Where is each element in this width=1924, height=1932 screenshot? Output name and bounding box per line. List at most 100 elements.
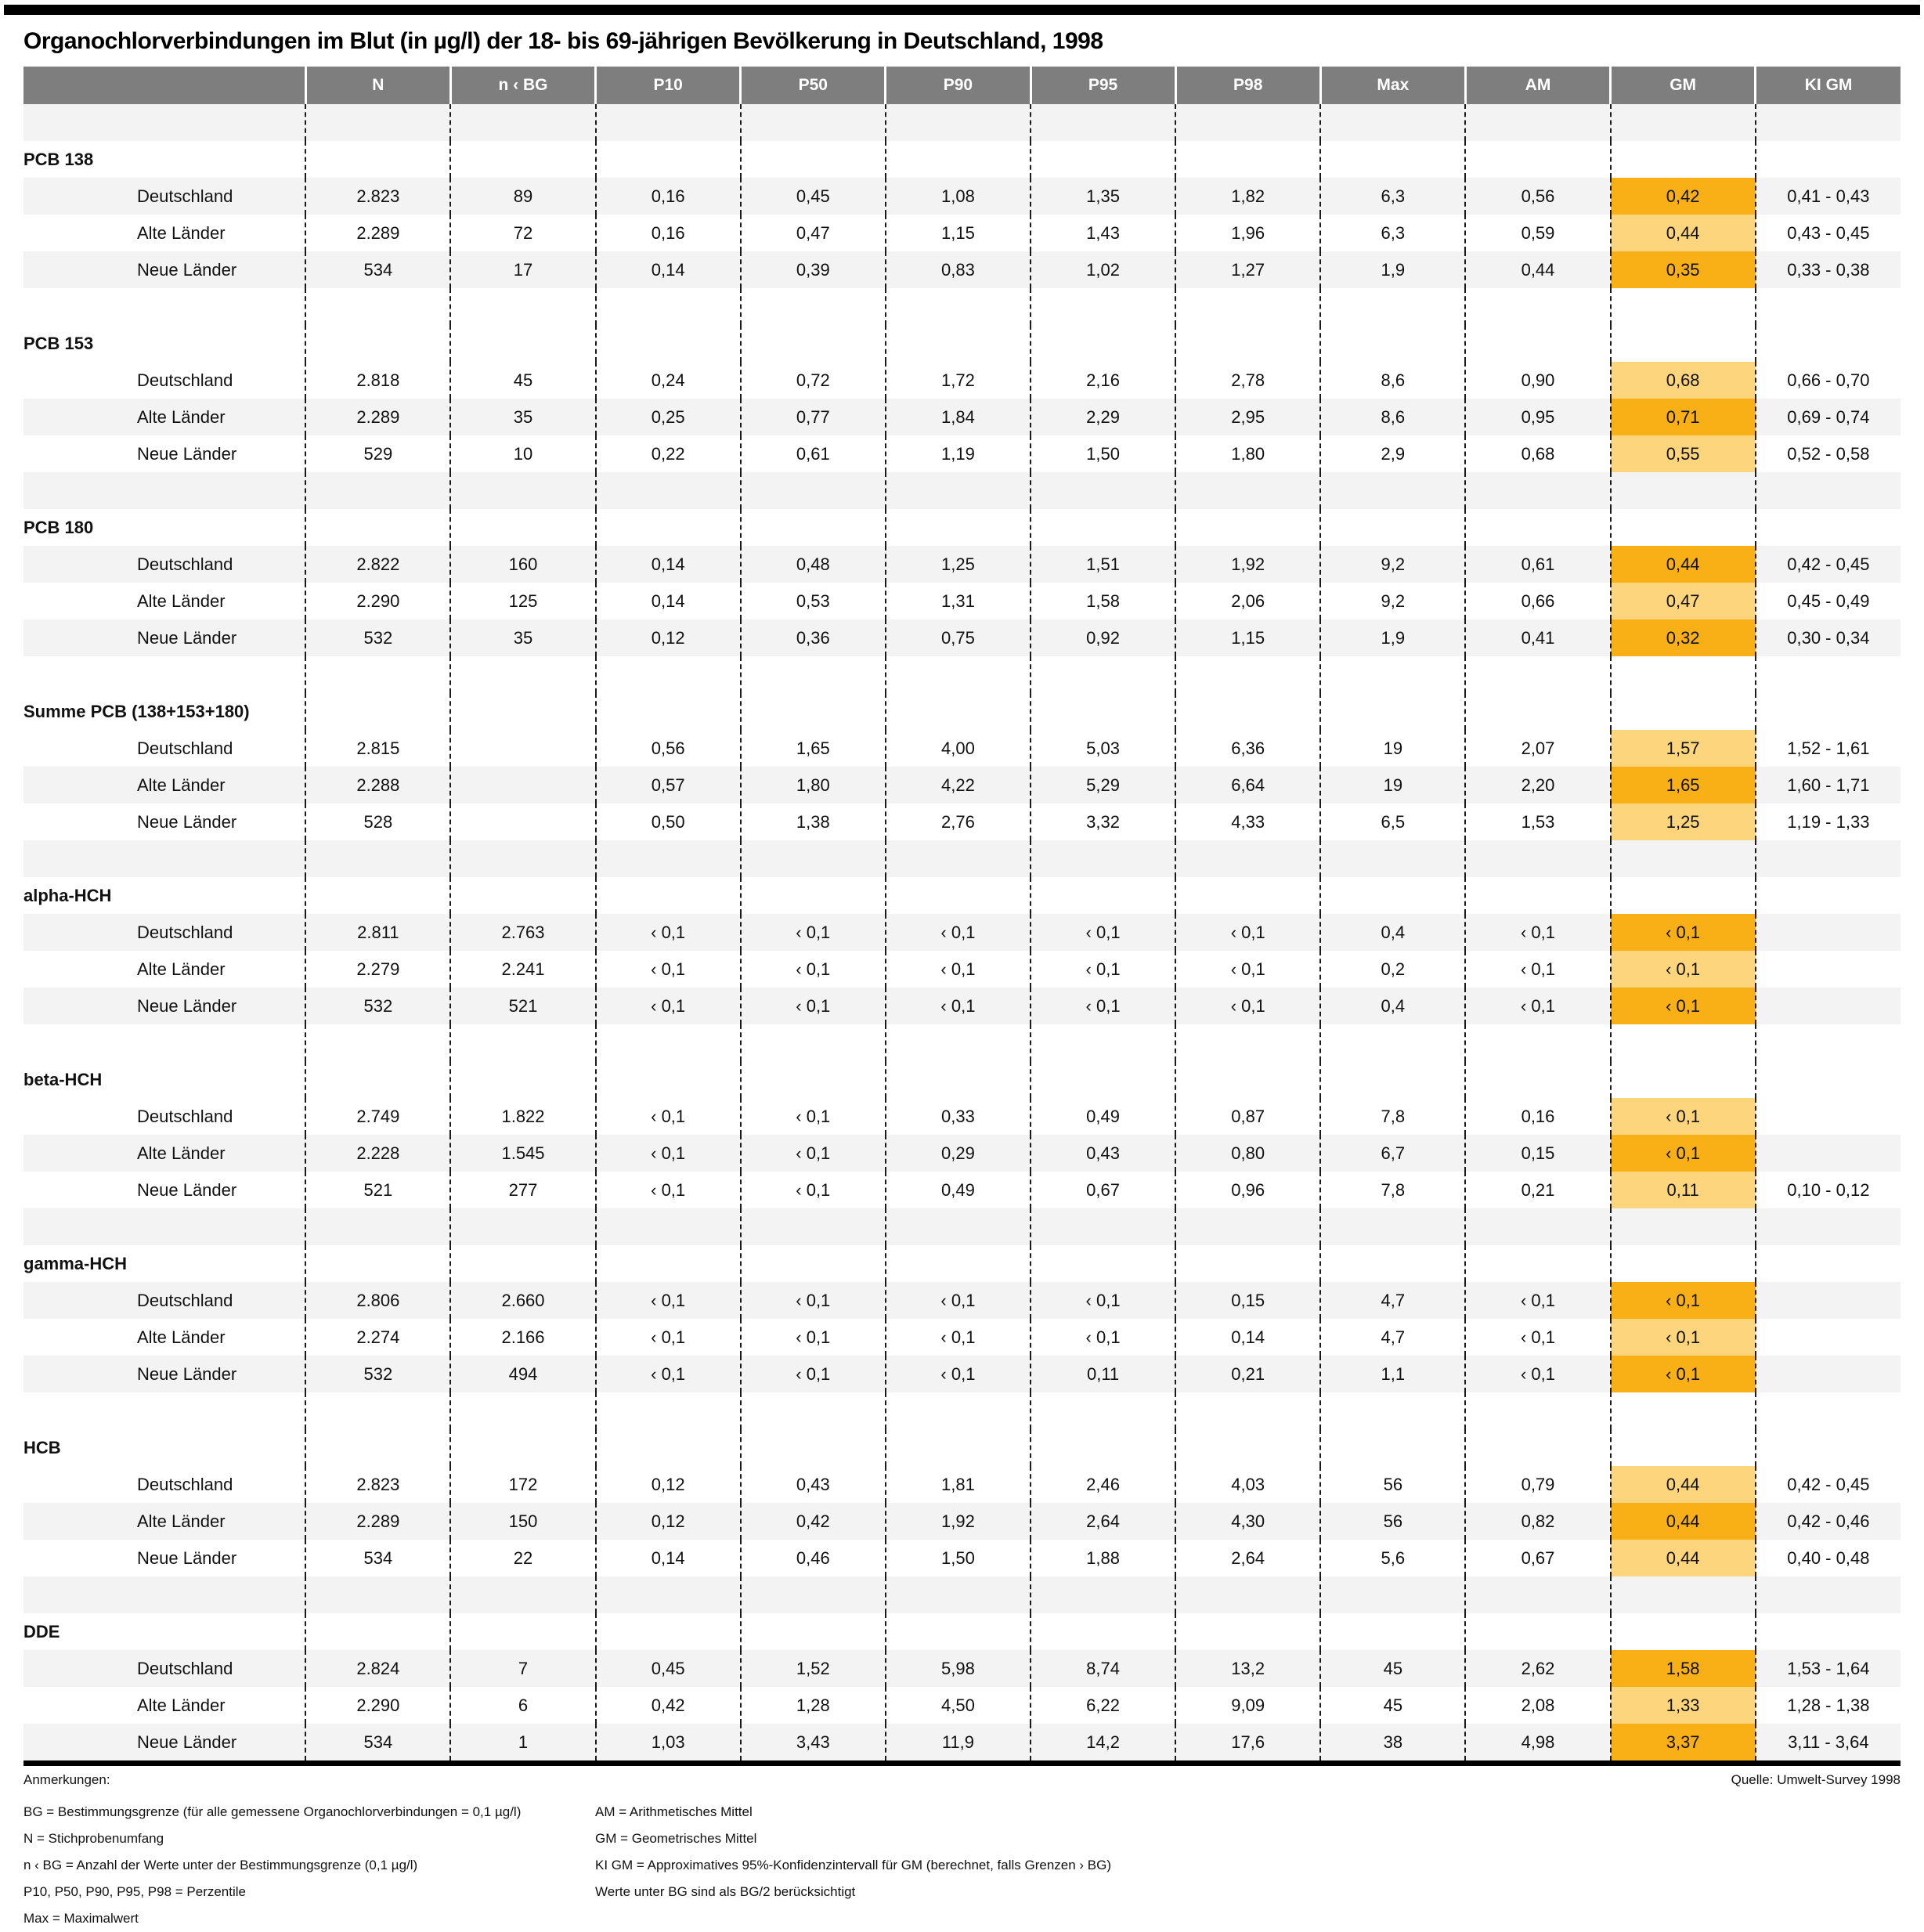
empty-cell	[739, 1245, 886, 1282]
value-cell: 0,43 - 0,45	[1754, 215, 1901, 251]
empty-cell	[1319, 1245, 1466, 1282]
value-cell: 528	[305, 803, 451, 840]
empty-cell	[23, 840, 305, 877]
empty-cell	[305, 877, 451, 914]
value-cell: ‹ 0,1	[884, 1356, 1031, 1392]
gm-value-cell: ‹ 0,1	[1609, 951, 1756, 988]
footnote-item: P10, P50, P90, P95, P98 = Perzentile	[23, 1884, 246, 1899]
value-cell: 6,36	[1175, 730, 1321, 767]
empty-cell	[1754, 877, 1901, 914]
value-cell: 0,52 - 0,58	[1754, 435, 1901, 472]
notes-title: Anmerkungen:	[23, 1772, 110, 1787]
empty-cell	[739, 141, 886, 178]
value-cell: 2.749	[305, 1098, 451, 1135]
value-cell: 9,2	[1319, 546, 1466, 583]
value-cell: 1,9	[1319, 251, 1466, 288]
value-cell: 7,8	[1319, 1098, 1466, 1135]
header-cell: Max	[1319, 67, 1466, 104]
value-cell	[1754, 988, 1901, 1024]
empty-cell	[1319, 1613, 1466, 1650]
gm-value-cell: 0,44	[1609, 215, 1756, 251]
value-cell: 1,25	[884, 546, 1031, 583]
header-cell: GM	[1609, 67, 1756, 104]
value-cell	[449, 730, 596, 767]
value-cell: 0,4	[1319, 988, 1466, 1024]
footer-notes: Anmerkungen: Quelle: Umwelt-Survey 1998 …	[23, 1772, 1901, 1932]
value-cell: 2.824	[305, 1650, 451, 1687]
gm-value-cell: ‹ 0,1	[1609, 1098, 1756, 1135]
value-cell: 0,16	[1464, 1098, 1611, 1135]
value-cell: 150	[449, 1503, 596, 1540]
value-cell: 0,61	[739, 435, 886, 472]
value-cell: 1,9	[1319, 619, 1466, 656]
value-cell: ‹ 0,1	[1029, 914, 1176, 951]
gm-value-cell: 0,68	[1609, 362, 1756, 399]
region-label: Neue Länder	[137, 1179, 237, 1200]
empty-cell	[1754, 1061, 1901, 1098]
region-label: Alte Länder	[137, 406, 226, 427]
value-cell: 6,64	[1175, 767, 1321, 803]
value-cell: 534	[305, 1724, 451, 1764]
gm-value-cell: ‹ 0,1	[1609, 1319, 1756, 1356]
empty-cell	[1754, 1208, 1901, 1245]
value-cell: 172	[449, 1466, 596, 1503]
value-cell: 0,68	[1464, 435, 1611, 472]
empty-cell	[449, 877, 596, 914]
region-label: Alte Länder	[137, 590, 226, 611]
value-cell: 1,52	[739, 1650, 886, 1687]
group-label: PCB 153	[23, 333, 94, 353]
value-cell: 2.763	[449, 914, 596, 951]
header-cell: n ‹ BG	[449, 67, 596, 104]
empty-cell	[739, 693, 886, 730]
value-cell: 0,56	[1464, 178, 1611, 215]
footnote-item: n ‹ BG = Anzahl der Werte unter der Best…	[23, 1858, 418, 1872]
value-cell: 4,03	[1175, 1466, 1321, 1503]
group-label: HCB	[23, 1437, 61, 1457]
value-cell: 2,9	[1319, 435, 1466, 472]
empty-cell	[1175, 840, 1321, 877]
value-cell: 0,24	[594, 362, 741, 399]
empty-cell	[1319, 141, 1466, 178]
empty-cell	[1029, 656, 1176, 693]
gm-value-cell: 0,47	[1609, 583, 1756, 619]
value-cell: 1,92	[1175, 546, 1321, 583]
value-cell: 2.241	[449, 951, 596, 988]
value-cell: 9,09	[1175, 1687, 1321, 1724]
value-cell	[1754, 1135, 1901, 1172]
empty-cell	[739, 104, 886, 141]
value-cell: 1,88	[1029, 1540, 1176, 1576]
value-cell: ‹ 0,1	[884, 1282, 1031, 1319]
value-cell: 4,50	[884, 1687, 1031, 1724]
value-cell: 1,1	[1319, 1356, 1466, 1392]
value-cell	[1754, 1282, 1901, 1319]
value-cell: 1,28 - 1,38	[1754, 1687, 1901, 1724]
value-cell	[1754, 1319, 1901, 1356]
empty-cell	[1175, 877, 1321, 914]
gm-value-cell: 0,11	[1609, 1172, 1756, 1208]
empty-cell	[1464, 472, 1611, 509]
value-cell: 1,80	[1175, 435, 1321, 472]
gm-value-cell: 0,44	[1609, 1503, 1756, 1540]
value-cell: ‹ 0,1	[594, 1172, 741, 1208]
value-cell: 45	[1319, 1687, 1466, 1724]
empty-cell	[1029, 1429, 1176, 1466]
table-row: Neue Länder 534 1 1,03 3,43 11,9 14,2 17,6 38 4,9…	[23, 1724, 1901, 1764]
empty-cell	[1464, 1613, 1611, 1650]
value-cell: 0,49	[884, 1172, 1031, 1208]
value-cell: 160	[449, 546, 596, 583]
value-cell: 2.274	[305, 1319, 451, 1356]
empty-cell	[449, 840, 596, 877]
table-row: Neue Länder 534 22 0,14 0,46 1,50 1,88 2,64 5,6 0…	[23, 1540, 1901, 1576]
empty-cell	[1029, 840, 1176, 877]
value-cell: 0,75	[884, 619, 1031, 656]
empty-cell	[1319, 1061, 1466, 1098]
value-cell: ‹ 0,1	[1464, 988, 1611, 1024]
value-cell: 14,2	[1029, 1724, 1176, 1764]
empty-cell	[884, 693, 1031, 730]
empty-cell	[1175, 1208, 1321, 1245]
value-cell: 0,22	[594, 435, 741, 472]
empty-cell	[1029, 1245, 1176, 1282]
value-cell: 2.815	[305, 730, 451, 767]
empty-cell	[1609, 1208, 1756, 1245]
